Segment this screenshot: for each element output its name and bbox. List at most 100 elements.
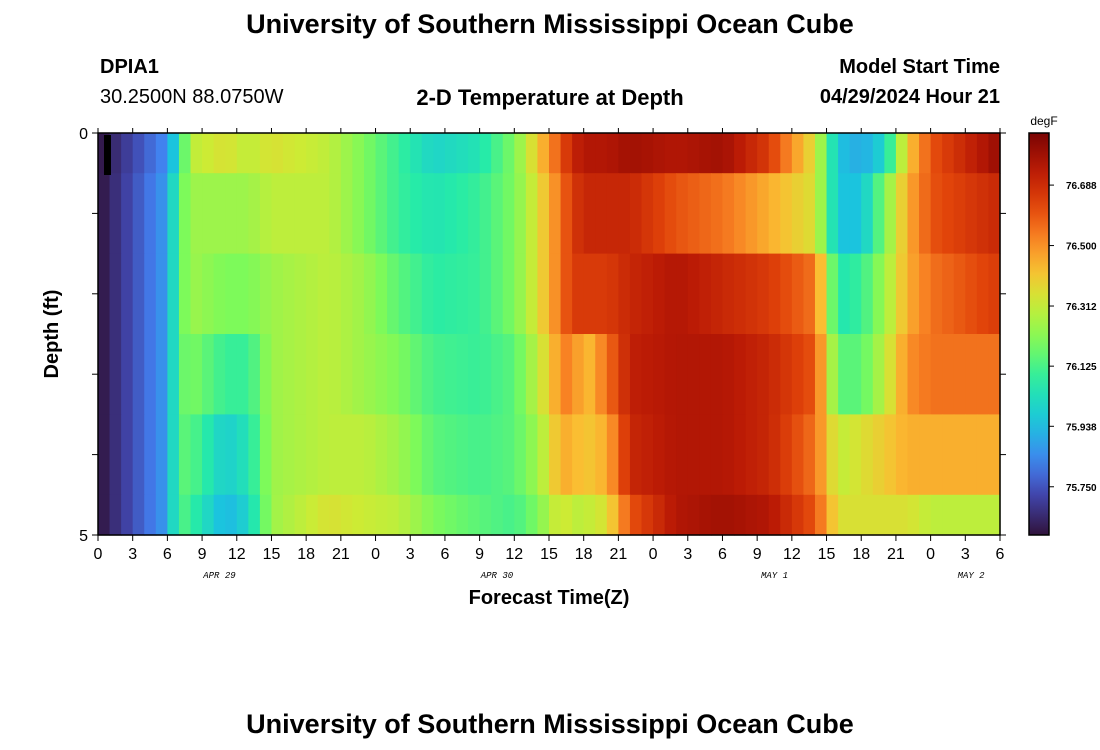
x-axis-ticks: 0 3 6 9 12 15 18 21 0 3 6 9 12 15 18 21 0 3 6 9 12 15 18 21 0 3 6 (94, 128, 1005, 563)
heatmap-cell (259, 334, 273, 415)
heatmap-cell (595, 414, 608, 496)
heatmap-cell (965, 334, 978, 415)
heatmap-cell (768, 414, 781, 496)
heatmap-cell (398, 494, 411, 536)
x-tick-label: 3 (961, 546, 970, 563)
heatmap-cell (294, 173, 307, 255)
heatmap-cell (872, 173, 885, 255)
heatmap-cell (734, 173, 747, 255)
heatmap-cell (306, 414, 319, 496)
heatmap-cell (502, 414, 515, 496)
heatmap-cell (595, 133, 608, 174)
heatmap-cell (340, 133, 354, 174)
heatmap-cell (167, 133, 180, 174)
heatmap-cell (387, 414, 400, 496)
heatmap-cell (294, 334, 307, 415)
heatmap-cell (236, 494, 249, 536)
colorbar-tick-label: 76.125 (1066, 362, 1097, 373)
heatmap-cell (861, 133, 874, 174)
heatmap-cell (225, 414, 238, 496)
heatmap-cell (687, 173, 700, 255)
heatmap-cell (363, 173, 377, 255)
heatmap-cell (259, 133, 273, 174)
heatmap-cell (618, 133, 631, 174)
heatmap-cell (514, 133, 527, 174)
heatmap-cell (283, 253, 296, 335)
heatmap-cell (780, 173, 793, 255)
heatmap-cell (629, 253, 643, 335)
heatmap-cell (745, 334, 758, 415)
heatmap-cell (144, 253, 157, 335)
heatmap-cell (549, 173, 562, 255)
heatmap-cell (780, 253, 793, 335)
heatmap-cell (907, 414, 920, 496)
heatmap-cell (618, 173, 631, 255)
heatmap-cell (502, 494, 515, 536)
x-tick-label: 9 (753, 546, 762, 563)
heatmap-cell (722, 334, 735, 415)
heatmap-cell (456, 253, 469, 335)
x-tick-label: 18 (297, 546, 315, 563)
heatmap-cell (236, 334, 249, 415)
heatmap-cell (791, 334, 805, 415)
heatmap-cell (456, 414, 469, 496)
heatmap-cell (826, 133, 839, 174)
heatmap-cell (919, 334, 932, 415)
heatmap-cell (618, 494, 631, 536)
heatmap-cell (722, 253, 735, 335)
heatmap-cell (560, 173, 573, 255)
heatmap-cell (502, 133, 515, 174)
x-axis-label: Forecast Time(Z) (469, 587, 630, 609)
heatmap-cell (618, 253, 631, 335)
heatmap-cell (398, 133, 411, 174)
heatmap-cell (178, 133, 192, 174)
heatmap-cell (375, 334, 388, 415)
heatmap-cell (930, 133, 943, 174)
heatmap-cell (595, 253, 608, 335)
heatmap-cell (768, 334, 781, 415)
heatmap-cell (780, 133, 793, 174)
heatmap-cell (259, 414, 273, 496)
heatmap-cell (283, 494, 296, 536)
heatmap-cell (236, 414, 249, 496)
heatmap-cell (676, 334, 689, 415)
heatmap-cell (340, 414, 354, 496)
heatmap-cell (838, 133, 851, 174)
heatmap-cell (178, 173, 192, 255)
heatmap-cell (791, 414, 805, 496)
heatmap-cell (676, 133, 689, 174)
heatmap-cell (121, 334, 134, 415)
heatmap-cell (606, 173, 619, 255)
heatmap-cell (525, 494, 539, 536)
heatmap-cell (861, 173, 874, 255)
heatmap-cell (468, 494, 481, 536)
heatmap-cell (352, 494, 365, 536)
colorbar-unit-label: degF (1030, 114, 1057, 128)
heatmap-cell (849, 414, 862, 496)
heatmap-cell (502, 173, 515, 255)
heatmap-cell (745, 253, 758, 335)
x-tick-label: 9 (198, 546, 207, 563)
x-tick-label: 0 (649, 546, 658, 563)
x-tick-label: 15 (540, 546, 558, 563)
heatmap-cell (583, 253, 596, 335)
heatmap-cell (444, 133, 458, 174)
heatmap-cell (410, 133, 423, 174)
heatmap-cell (468, 173, 481, 255)
heatmap-cell (583, 334, 596, 415)
heatmap-cell (768, 253, 781, 335)
heatmap-cell (757, 414, 770, 496)
heatmap-cell (410, 173, 423, 255)
heatmap-cell (710, 414, 724, 496)
y-axis-ticks: 05 (79, 126, 1006, 545)
y-tick-label: 5 (79, 528, 88, 545)
heatmap-cell (433, 334, 446, 415)
heatmap-cell (421, 133, 434, 174)
heatmap-cell (155, 334, 168, 415)
heatmap-cell (687, 133, 700, 174)
heatmap-cell (826, 494, 839, 536)
heatmap-cell (953, 133, 966, 174)
heatmap-cell (167, 334, 180, 415)
heatmap-cell (491, 494, 504, 536)
heatmap-cell (849, 253, 862, 335)
